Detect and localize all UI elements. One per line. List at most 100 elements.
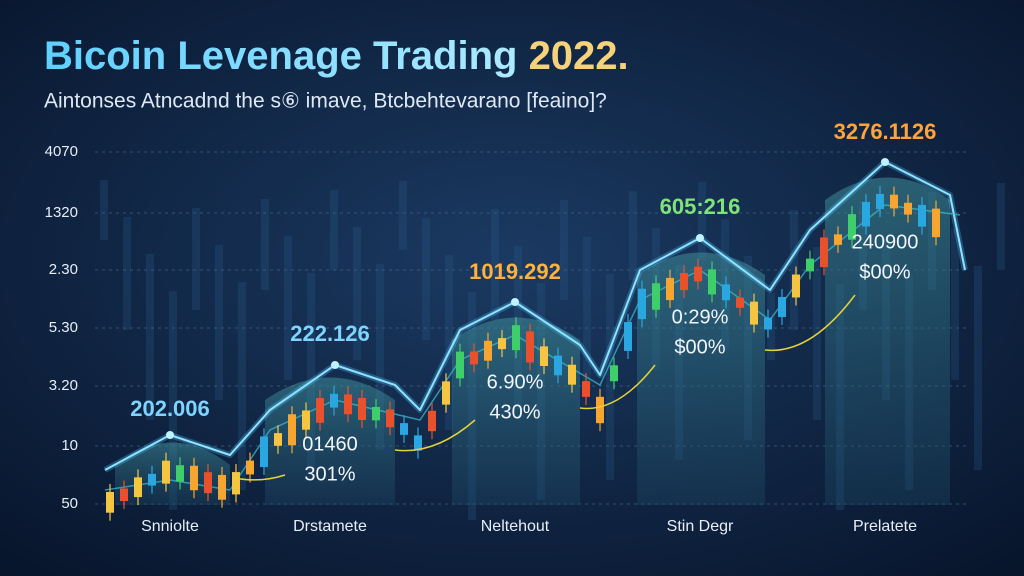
candle bbox=[218, 474, 226, 500]
candle bbox=[470, 351, 478, 365]
column bbox=[825, 177, 950, 505]
candle bbox=[414, 435, 422, 451]
candle bbox=[638, 288, 646, 320]
candle bbox=[260, 436, 268, 468]
bg-glow-bar bbox=[997, 183, 1005, 270]
arrow-line bbox=[394, 419, 476, 452]
candle bbox=[792, 274, 800, 298]
candle bbox=[694, 266, 702, 282]
inner-label: $00% bbox=[859, 261, 910, 283]
candle bbox=[708, 269, 716, 295]
bg-glow-bar bbox=[353, 227, 361, 360]
candle bbox=[932, 208, 940, 238]
candle bbox=[820, 237, 828, 268]
inner-label: 01460 bbox=[302, 433, 358, 455]
candle bbox=[442, 381, 450, 405]
candle bbox=[330, 393, 338, 408]
title-text: Bicoin Levenage Trading bbox=[44, 34, 517, 78]
arrow-line bbox=[234, 474, 286, 481]
candle bbox=[372, 406, 380, 421]
candle bbox=[148, 473, 156, 486]
candle bbox=[106, 491, 114, 513]
bg-glow-bar bbox=[215, 245, 223, 400]
candle bbox=[526, 331, 534, 363]
candle bbox=[288, 414, 296, 446]
candle bbox=[610, 365, 618, 382]
candle bbox=[624, 322, 632, 351]
candle bbox=[596, 396, 604, 424]
inner-label: 0:29% bbox=[672, 306, 729, 328]
bg-glow-bar bbox=[307, 273, 315, 470]
candle bbox=[582, 381, 590, 397]
candle bbox=[540, 346, 548, 367]
bg-glow-bar bbox=[123, 217, 131, 330]
bg-glow-bar bbox=[951, 229, 959, 380]
bg-glow-bar bbox=[261, 199, 269, 290]
candle bbox=[484, 340, 492, 361]
candle bbox=[134, 477, 142, 498]
bg-glow-bar bbox=[284, 236, 292, 380]
peak-dot bbox=[696, 234, 704, 242]
bg-glow-bar bbox=[974, 266, 982, 470]
bg-glow-bar bbox=[399, 181, 407, 250]
arrow-line bbox=[764, 294, 856, 352]
candle bbox=[274, 433, 282, 446]
inner-label: 6.90% bbox=[487, 371, 544, 393]
candle bbox=[246, 460, 254, 475]
candle bbox=[190, 465, 198, 491]
y-label: 10 bbox=[61, 437, 78, 454]
bg-glow-bar bbox=[100, 180, 108, 240]
candle bbox=[890, 194, 898, 209]
inner-label: 430% bbox=[489, 401, 540, 423]
candle bbox=[848, 214, 856, 240]
inner-label: 301% bbox=[304, 463, 355, 485]
peak-dot bbox=[166, 431, 174, 439]
candle bbox=[428, 410, 436, 432]
column bbox=[637, 252, 765, 505]
inner-label: 240900 bbox=[852, 231, 919, 253]
candle bbox=[176, 465, 184, 482]
peak-dot bbox=[511, 298, 519, 306]
candle bbox=[358, 397, 366, 421]
bg-glow-bar bbox=[629, 191, 637, 280]
candle bbox=[806, 258, 814, 272]
bg-glow-bar bbox=[698, 182, 706, 260]
candle bbox=[834, 234, 842, 245]
candle bbox=[456, 351, 464, 379]
y-label: 4070 bbox=[45, 143, 78, 160]
title-year: 2022. bbox=[529, 34, 629, 78]
bg-glow-bar bbox=[583, 237, 591, 390]
bg-glow-bar bbox=[330, 190, 338, 270]
peak-dot bbox=[881, 158, 889, 166]
candle bbox=[400, 423, 408, 435]
peak-label: 202.006 bbox=[130, 396, 210, 421]
y-label: 1320 bbox=[45, 204, 78, 221]
bg-glow-bar bbox=[146, 254, 154, 420]
candle bbox=[162, 460, 170, 484]
candle bbox=[316, 397, 324, 423]
title: Bicoin Levenage Trading 2022. bbox=[44, 34, 629, 78]
candle bbox=[232, 472, 240, 495]
candle bbox=[680, 272, 688, 291]
y-label: 2.30 bbox=[49, 261, 78, 278]
candle bbox=[666, 277, 674, 301]
candle bbox=[344, 394, 352, 415]
candle bbox=[204, 472, 212, 494]
bg-glow-bar bbox=[376, 264, 384, 450]
trend-line bbox=[104, 161, 966, 471]
x-label: Drstamete bbox=[293, 518, 367, 535]
arrow-line bbox=[579, 364, 656, 410]
candle bbox=[736, 297, 744, 308]
candle bbox=[764, 317, 772, 330]
peak-label: 1019.292 bbox=[469, 259, 561, 284]
inner-label: $00% bbox=[674, 336, 725, 358]
candle bbox=[120, 488, 128, 502]
peak-dot bbox=[331, 361, 339, 369]
candle bbox=[512, 325, 520, 351]
peak-label: 222.126 bbox=[290, 321, 370, 346]
candle bbox=[876, 194, 884, 210]
candle bbox=[568, 364, 576, 385]
x-label: Neltehout bbox=[481, 518, 550, 535]
